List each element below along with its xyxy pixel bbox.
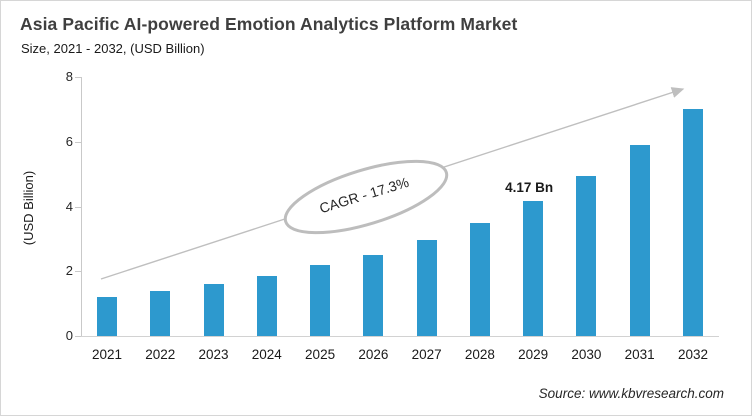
x-label-2022: 2022 xyxy=(145,347,176,362)
y-axis-line xyxy=(81,77,82,337)
x-label-2026: 2026 xyxy=(358,347,389,362)
bar-2026 xyxy=(363,255,384,336)
x-label-2025: 2025 xyxy=(305,347,336,362)
x-label-2023: 2023 xyxy=(198,347,229,362)
chart-title: Asia Pacific AI-powered Emotion Analytic… xyxy=(20,14,518,34)
chart-subtitle: Size, 2021 - 2032, (USD Billion) xyxy=(21,41,205,56)
bar-2024 xyxy=(256,276,277,336)
bar-2025 xyxy=(310,264,331,336)
y-tick-mark-4 xyxy=(75,206,81,208)
source-text: Source: www.kbvresearch.com xyxy=(538,386,724,401)
y-tick-label-4: 4 xyxy=(65,198,73,214)
y-tick-mark-6 xyxy=(75,141,81,143)
x-label-2027: 2027 xyxy=(411,347,442,362)
bar-2031 xyxy=(629,144,650,336)
y-tick-label-6: 6 xyxy=(65,133,73,149)
bar-2029 xyxy=(523,200,544,336)
bar-2021 xyxy=(97,297,117,336)
y-tick-label-8: 8 xyxy=(65,69,73,84)
bar-2023 xyxy=(203,284,224,336)
bar-2022 xyxy=(150,290,171,336)
y-tick-mark-8 xyxy=(75,77,81,78)
bar-2027 xyxy=(416,240,437,336)
x-axis-line xyxy=(81,336,719,337)
y-tick-label-2: 2 xyxy=(65,263,73,279)
x-label-2021: 2021 xyxy=(91,347,123,362)
x-label-2029: 2029 xyxy=(518,347,549,362)
y-tick-mark-2 xyxy=(75,271,81,273)
bar-2032 xyxy=(682,109,703,336)
bar-2028 xyxy=(469,222,490,336)
data-label-2029: 4.17 Bn xyxy=(505,179,554,195)
y-tick-label-0: 0 xyxy=(65,328,73,343)
y-tick-mark-0 xyxy=(75,336,81,337)
x-label-2031: 2031 xyxy=(624,347,655,362)
x-label-2028: 2028 xyxy=(464,347,495,362)
bar-2030 xyxy=(576,175,597,336)
x-label-2030: 2030 xyxy=(571,347,602,362)
x-label-2032: 2032 xyxy=(677,347,708,362)
x-label-2024: 2024 xyxy=(251,347,282,362)
